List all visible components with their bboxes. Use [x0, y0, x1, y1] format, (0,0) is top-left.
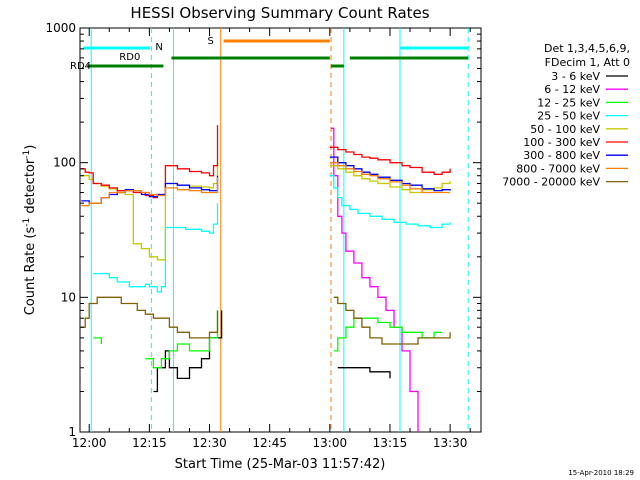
series-line-3 — [333, 317, 443, 352]
y-tick-label: 1 — [68, 425, 76, 439]
y-axis-label-main: Count Rate (s — [23, 227, 38, 316]
legend-entry-label: 25 - 50 keV — [537, 110, 600, 123]
series-line-7 — [329, 156, 451, 192]
legend-entry-label: 100 - 300 keV — [523, 136, 600, 149]
y-axis-label: Count Rate (s-1 detector-1) — [22, 145, 38, 316]
series-line-9 — [81, 296, 219, 339]
y-tick-label: 10 — [61, 290, 76, 304]
decimation-label-left: RD4 — [70, 61, 91, 72]
series-line-3 — [93, 337, 102, 344]
series-line-4 — [329, 175, 451, 229]
series-line-5 — [81, 162, 219, 261]
x-tick-label: 12:00 — [72, 436, 107, 450]
night-label: N — [155, 42, 162, 53]
y-axis-label-sup2: -1 — [22, 150, 32, 159]
x-tick-label: 12:15 — [132, 436, 167, 450]
x-tick-label: 12:30 — [192, 436, 227, 450]
y-axis-label-mid: detector — [23, 158, 38, 218]
y-tick-label: 100 — [53, 156, 76, 170]
x-tick-label: 12:45 — [252, 436, 287, 450]
series-layer — [81, 125, 451, 432]
legend-title-2: FDecim 1, Att 0 — [545, 56, 630, 69]
series-line-8 — [81, 177, 219, 207]
y-tick-label: 1000 — [45, 21, 76, 35]
saa-label: S — [208, 36, 214, 47]
series-line-1 — [153, 310, 223, 393]
legend-entry-label: 3 - 6 keV — [551, 70, 600, 83]
x-axis-label: Start Time (25-Mar-03 11:57:42) — [175, 457, 386, 472]
legend-entry-label: 12 - 25 keV — [537, 96, 600, 109]
decimation-label: RD0 — [119, 52, 140, 63]
legend-title-1: Det 1,3,4,5,6,9, — [544, 42, 630, 55]
series-line-8 — [329, 162, 451, 194]
x-tick-label: 13:15 — [373, 436, 408, 450]
y-axis-label-end: ) — [23, 145, 38, 150]
series-line-1 — [337, 367, 391, 379]
x-tick-label: 13:30 — [433, 436, 468, 450]
plot-frame — [79, 27, 482, 433]
axis-layer: 12:00 12:15 12:30 12:45 13:00 13:15 13:30 1 10 10… — [45, 21, 481, 450]
y-axis-label-sup1: -1 — [22, 218, 32, 227]
annotation-layer: N RD0 RD4 S — [70, 28, 469, 432]
legend-entry-label: 7000 - 20000 keV — [502, 176, 600, 189]
series-line-3 — [145, 310, 219, 369]
legend-entry-label: 6 - 12 keV — [544, 83, 600, 96]
chart-title: HESSI Observing Summary Count Rates — [130, 4, 429, 22]
legend: Det 1,3,4,5,6,9, FDecim 1, Att 0 3 - 6 k… — [502, 42, 630, 189]
legend-entry-label: 300 - 800 keV — [523, 149, 600, 162]
series-line-9 — [333, 296, 451, 345]
legend-entry-label: 800 - 7000 keV — [516, 162, 600, 175]
timestamp: 15-Apr-2010 18:29 — [568, 469, 634, 477]
series-line-6 — [329, 146, 451, 175]
series-line-4 — [93, 203, 219, 293]
series-line-2 — [331, 127, 419, 432]
legend-entry-label: 50 - 100 keV — [530, 123, 600, 136]
x-tick-label: 13:00 — [313, 436, 348, 450]
